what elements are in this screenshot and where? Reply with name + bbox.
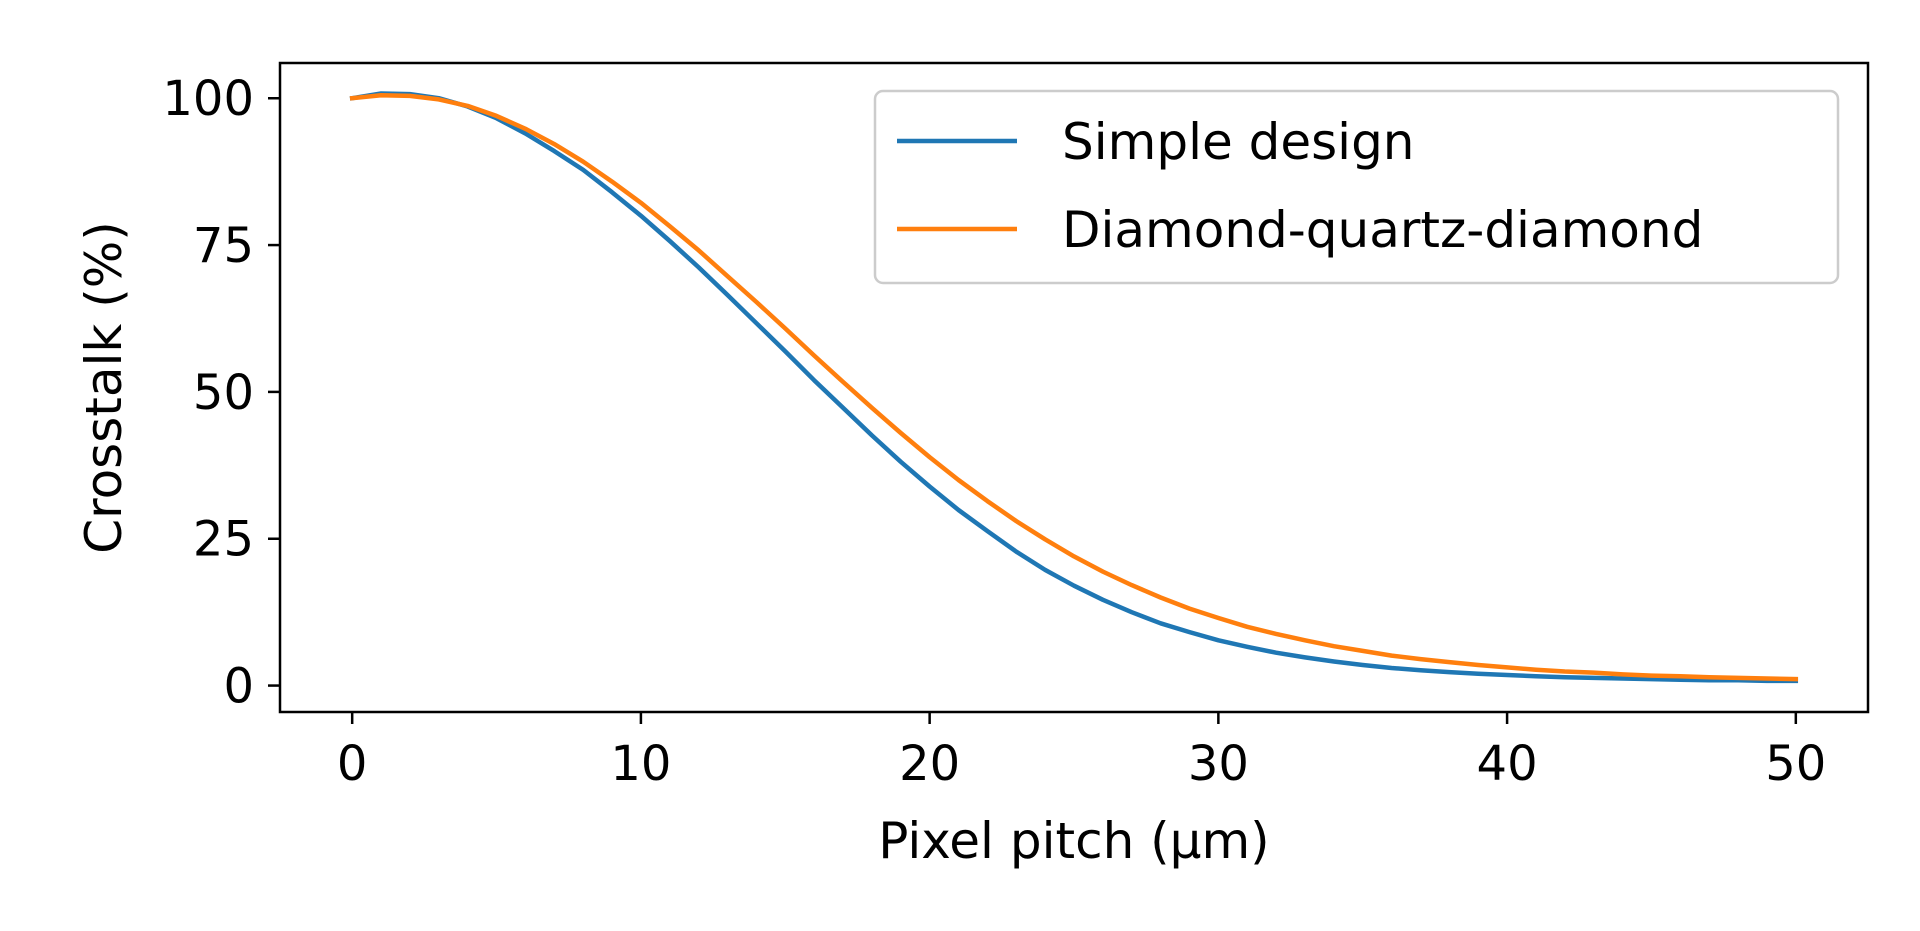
y-tick-label: 25 xyxy=(193,512,254,568)
series-line-simple-design xyxy=(349,91,1799,684)
x-tick-label: 10 xyxy=(610,736,671,792)
y-tick-label: 50 xyxy=(193,365,254,421)
x-axis-label: Pixel pitch (μm) xyxy=(878,812,1269,870)
legend-label: Simple design xyxy=(1062,113,1415,171)
x-tick-label: 30 xyxy=(1188,736,1249,792)
legend-box xyxy=(873,89,1840,285)
x-axis-ticks: 0 10 20 30 40 50 xyxy=(337,712,1826,792)
legend-label: Diamond-quartz-diamond xyxy=(1062,201,1703,259)
y-axis-ticks: 0 25 50 75 100 xyxy=(162,71,280,715)
y-tick-label: 0 xyxy=(223,659,254,715)
y-tick-label: 75 xyxy=(193,218,254,274)
x-tick-label: 40 xyxy=(1477,736,1538,792)
legend: Simple design Diamond-quartz-diamond xyxy=(873,89,1840,285)
series-line-diamond-quartz-diamond xyxy=(349,93,1799,682)
series-layer xyxy=(349,91,1799,684)
y-tick-label: 100 xyxy=(162,71,254,127)
y-axis-label: Crosstalk (%) xyxy=(75,221,133,554)
plot-frame xyxy=(278,61,1870,714)
x-tick-label: 20 xyxy=(899,736,960,792)
x-tick-label: 50 xyxy=(1765,736,1826,792)
x-tick-label: 0 xyxy=(337,736,368,792)
